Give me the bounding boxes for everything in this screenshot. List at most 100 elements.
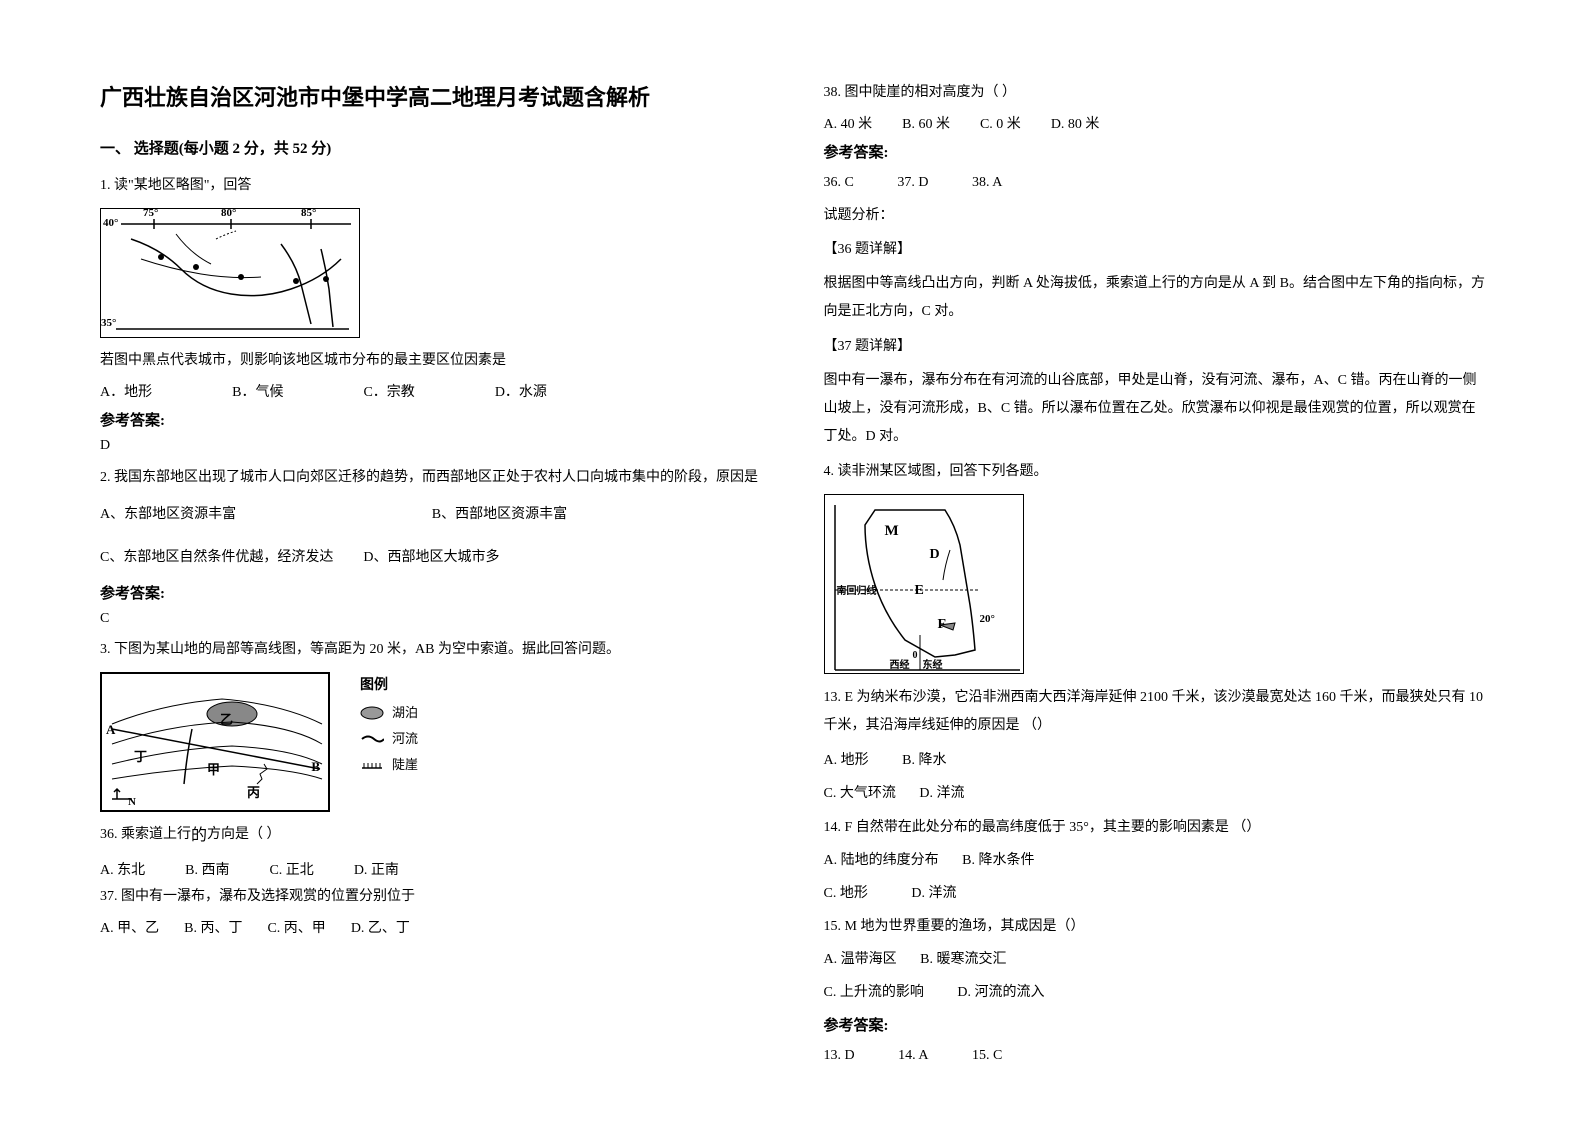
q3-contour-map: A B 乙 甲 丙 丁 N [100,672,330,812]
d36-title: 【36 题详解】 [824,237,1488,262]
q37-opt-b: B. 丙、丁 [184,917,242,937]
right-column: 38. 图中陡崖的相对高度为（ ） A. 40 米 B. 60 米 C. 0 米… [824,80,1488,1076]
q13-opt-d: D. 洋流 [919,786,964,801]
ans-38: 38. A [972,170,1002,195]
q3-legend: 图例 湖泊 河流 陡崖 [360,672,418,778]
ans-36: 36. C [824,170,854,195]
lon-80: 80° [221,207,236,219]
lon-75: 75° [143,207,158,219]
ans-37: 37. D [897,170,928,195]
q14-opt-a: A. 陆地的纬度分布 [824,853,939,868]
label-tropic: 南回归线 [837,582,877,597]
q2-opt-c: C、东部地区自然条件优越，经济发达 [100,543,333,574]
q2-answer: C [100,611,764,627]
q38-stem: 38. 图中陡崖的相对高度为（ ） [824,80,1488,105]
q38-opt-d: D. 80 米 [1051,113,1100,133]
q37-options: A. 甲、乙 B. 丙、丁 C. 丙、甲 D. 乙、丁 [100,917,764,937]
q38-opt-c: C. 0 米 [980,113,1021,133]
lat-40: 40° [103,217,118,229]
label-D: D [930,547,940,563]
q36-stem: 36. 乘索道上行的方向是（ ） [100,822,764,851]
q1-opt-b: B．气候 [232,381,283,401]
q15-opts-row1: A. 温带海区 B. 暖寒流交汇 [824,947,1488,972]
q1-stem: 1. 读"某地区略图"，回答 [100,173,764,198]
ans-13: 13. D [824,1043,855,1068]
label-jia: 甲 [207,759,220,778]
q15-opt-c: C. 上升流的影响 [824,985,924,1000]
lake-icon [360,706,384,720]
d37-text: 图中有一瀑布，瀑布分布在有河流的山谷底部，甲处是山脊，没有河流、瀑布，A、C 错… [824,367,1488,451]
q36-opt-c: C. 正北 [269,859,313,879]
q2-opt-d: D、西部地区大城市多 [363,543,499,574]
q3638-answers: 36. C 37. D 38. A [824,170,1488,195]
river-icon [360,732,384,746]
q2-opt-b: B、西部地区资源丰富 [432,500,764,531]
q37-opt-a: A. 甲、乙 [100,917,159,937]
q1-prompt: 若图中黑点代表城市，则影响该地区城市分布的最主要区位因素是 [100,348,764,373]
left-column: 广西壮族自治区河池市中堡中学高二地理月考试题含解析 一、 选择题(每小题 2 分… [100,80,764,1076]
label-bing: 丙 [247,782,260,801]
ans-15: 15. C [972,1043,1002,1068]
page-title: 广西壮族自治区河池市中堡中学高二地理月考试题含解析 [100,80,764,112]
label-west: 西经 [890,656,910,671]
section-heading: 一、 选择题(每小题 2 分，共 52 分) [100,137,764,158]
q1-answer-label: 参考答案: [100,409,764,430]
q4-stem: 4. 读非洲某区域图，回答下列各题。 [824,459,1488,484]
q15-opts-row2: C. 上升流的影响 D. 河流的流入 [824,980,1488,1005]
label-F: F [938,617,947,633]
q2-options: A、东部地区资源丰富 B、西部地区资源丰富 C、东部地区自然条件优越，经济发达 … [100,500,764,574]
q14-opts-row2: C. 地形 D. 洋流 [824,881,1488,906]
q13-stem: 13. E 为纳米布沙漠，它沿非洲西南大西洋海岸延伸 2100 千米，该沙漠最宽… [824,684,1488,740]
q37-opt-d: D. 乙、丁 [351,917,410,937]
q13-opts-row1: A. 地形 B. 降水 [824,748,1488,773]
label-zero: 0 [913,650,918,661]
d37-title: 【37 题详解】 [824,334,1488,359]
label-A: A [106,722,115,738]
q4-africa-map: M D E F 南回归线 西经 东经 0 20° [824,494,1024,674]
q4-answers: 13. D 14. A 15. C [824,1043,1488,1068]
q38-options: A. 40 米 B. 60 米 C. 0 米 D. 80 米 [824,113,1488,133]
q15-opt-b: B. 暖寒流交汇 [920,952,1006,967]
d36-text: 根据图中等高线凸出方向，判断 A 处海拔低，乘索道上行的方向是从 A 到 B。结… [824,270,1488,326]
q2-answer-label: 参考答案: [100,582,764,603]
legend-cliff: 陡崖 [392,752,418,778]
q15-opt-a: A. 温带海区 [824,952,897,967]
label-zi: 乙 [220,709,233,728]
q13-opt-c: C. 大气环流 [824,786,896,801]
q13-opts-row2: C. 大气环流 D. 洋流 [824,781,1488,806]
cliff-icon [360,758,384,772]
q14-stem: 14. F 自然带在此处分布的最高纬度低于 35°，其主要的影响因素是 （） [824,815,1488,840]
q1-answer: D [100,438,764,454]
label-M: M [885,523,899,540]
lon-85: 85° [301,207,316,219]
label-ding: 丁 [134,746,147,765]
q15-opt-d: D. 河流的流入 [957,985,1044,1000]
q1-opt-c: C．宗教 [363,381,414,401]
q4-answer-label: 参考答案: [824,1014,1488,1035]
label-east: 东经 [923,656,943,671]
q14-opt-c: C. 地形 [824,886,868,901]
q36-opt-a: A. 东北 [100,859,145,879]
q3638-answer-label: 参考答案: [824,141,1488,162]
q1-opt-d: D．水源 [495,381,547,401]
q13-opt-a: A. 地形 [824,753,869,768]
legend-lake: 湖泊 [392,700,418,726]
legend-title: 图例 [360,672,418,700]
ans-14: 14. A [898,1043,928,1068]
q37-stem: 37. 图中有一瀑布，瀑布及选择观赏的位置分别位于 [100,884,764,909]
lat-35: 35° [101,317,116,329]
q13-opt-b: B. 降水 [902,753,946,768]
q1-options: A．地形 B．气候 C．宗教 D．水源 [100,381,764,401]
legend-river: 河流 [392,726,418,752]
label-N: N [128,796,136,808]
analysis-label: 试题分析： [824,203,1488,228]
q14-opt-d: D. 洋流 [911,886,956,901]
q36-opt-b: B. 西南 [185,859,229,879]
q38-opt-b: B. 60 米 [902,113,950,133]
q14-opt-b: B. 降水条件 [962,853,1034,868]
label-20: 20° [980,613,995,625]
q38-opt-a: A. 40 米 [824,113,873,133]
q15-stem: 15. M 地为世界重要的渔场，其成因是（） [824,914,1488,939]
q1-opt-a: A．地形 [100,381,152,401]
q36-options: A. 东北 B. 西南 C. 正北 D. 正南 [100,859,764,879]
